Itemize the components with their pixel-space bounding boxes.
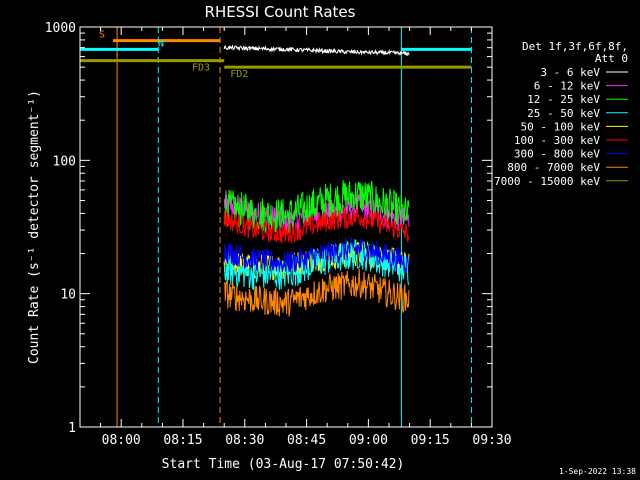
plot-area: S N FD3 FD2 <box>80 27 472 427</box>
legend-label: 6 - 12 keV <box>534 80 601 93</box>
series-line-300-800-kev <box>223 237 410 273</box>
y-tick-label: 1000 <box>45 21 76 36</box>
legend-label: 12 - 25 keV <box>527 93 600 106</box>
y-axis-title: Count Rate (s⁻¹ detector segment⁻¹) <box>27 90 42 364</box>
annotation-label-n: N <box>158 38 164 49</box>
x-tick-label: 09:00 <box>349 433 388 448</box>
series-line-3-6-kev <box>223 44 410 56</box>
x-tick-label: 09:15 <box>411 433 450 448</box>
legend-label: 800 - 7000 keV <box>507 161 600 174</box>
legend-label: 25 - 50 keV <box>527 107 600 120</box>
x-tick-label: 08:45 <box>287 433 326 448</box>
x-tick-label: 08:30 <box>225 433 264 448</box>
y-tick-label: 1 <box>68 421 76 436</box>
annotation-label-s: S <box>99 30 105 41</box>
axes: 08:00 08:15 08:30 08:45 09:00 09:15 09:30 1 10 10… <box>45 21 512 448</box>
legend-header-line: Det 1f,3f,6f,8f, <box>522 40 628 53</box>
y-tick-label: 100 <box>53 154 76 169</box>
legend-label: 100 - 300 keV <box>514 134 600 147</box>
series-line-12-25-kev <box>223 179 410 234</box>
annotation-label-fd3: FD3 <box>192 63 210 74</box>
legend-label: 7000 - 15000 keV <box>494 175 600 188</box>
series-line-50-100-kev <box>223 241 410 281</box>
y-tick-label: 10 <box>60 288 76 303</box>
x-tick-label: 09:30 <box>472 433 511 448</box>
x-tick-label: 08:00 <box>102 433 141 448</box>
legend-label: 50 - 100 keV <box>521 120 601 133</box>
legend-header-line: Att 0 <box>595 52 628 65</box>
legend-label: 3 - 6 keV <box>540 66 600 79</box>
generation-timestamp: 1-Sep-2022 13:38 <box>559 467 636 476</box>
series-line-800-7000-kev <box>223 268 410 317</box>
chart-title: RHESSI Count Rates <box>205 3 356 21</box>
x-tick-label: 08:15 <box>163 433 202 448</box>
series-line-100-300-kev <box>223 208 410 244</box>
annotation-label-fd2: FD2 <box>230 69 248 80</box>
legend-label: 300 - 800 keV <box>514 148 600 161</box>
x-axis-title: Start Time (03-Aug-17 07:50:42) <box>162 457 405 472</box>
